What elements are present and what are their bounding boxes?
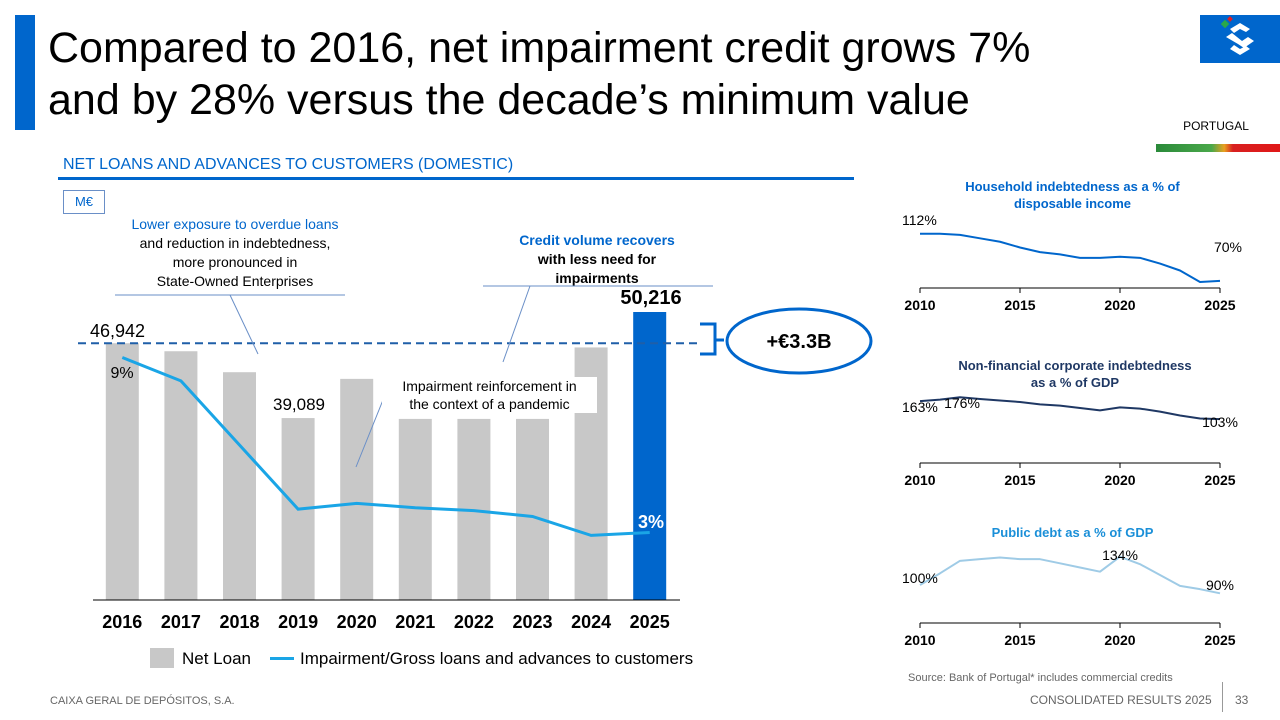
mini-chart-1-title: Household indebtedness as a % of disposa… bbox=[965, 179, 1180, 211]
region-label: PORTUGAL bbox=[1183, 119, 1249, 133]
footer-page-number: 33 bbox=[1235, 693, 1249, 707]
exposure-note-leader bbox=[229, 294, 259, 355]
pandemic-note-line1: Impairment reinforcement in bbox=[402, 378, 577, 394]
mini-chart-public-debt: 2010 2015 2020 2025 100% 134% 90% bbox=[902, 547, 1236, 648]
cgd-logo-graphic bbox=[1200, 15, 1280, 63]
credit-note-line1: Credit volume recovers bbox=[519, 232, 675, 248]
credit-note-line2: with less need for bbox=[537, 251, 657, 267]
section-underline bbox=[58, 177, 854, 180]
pandemic-note-line2: the context of a pandemic bbox=[409, 396, 570, 412]
main-chart: 2016 2017 2018 2019 2020 2021 2022 2023 2024 2025… bbox=[78, 285, 873, 632]
mini2-end-label: 103% bbox=[1202, 414, 1238, 430]
exposure-note-line3: more pronounced in bbox=[172, 254, 298, 270]
mini3-start-label: 100% bbox=[902, 570, 938, 586]
mini3-tick-label-2025: 2025 bbox=[1204, 632, 1235, 648]
x-tick-label-2025: 2025 bbox=[630, 612, 670, 632]
mini3-end-label: 90% bbox=[1206, 577, 1234, 593]
section-heading: NET LOANS AND ADVANCES TO CUSTOMERS (DOM… bbox=[63, 156, 514, 173]
credit-note-leader bbox=[502, 285, 531, 363]
x-tick-label-2016: 2016 bbox=[102, 612, 142, 632]
footer-divider bbox=[1222, 682, 1223, 712]
delta-ellipse bbox=[725, 307, 873, 375]
page-title-line1: Compared to 2016, net impairment credit … bbox=[48, 24, 1031, 72]
flag-bar-graphic bbox=[1156, 144, 1280, 152]
credit-note: Credit volume recovers with less need fo… bbox=[492, 231, 702, 288]
unit-badge: M€ bbox=[63, 190, 105, 214]
x-tick-label-2023: 2023 bbox=[512, 612, 552, 632]
exposure-note-line2: and reduction in indebtedness, bbox=[139, 235, 331, 251]
mini2-peak-label: 176% bbox=[944, 395, 980, 411]
exposure-note-line4: State-Owned Enterprises bbox=[156, 273, 314, 289]
bar-2017 bbox=[164, 351, 198, 600]
bar-2025 bbox=[633, 312, 667, 600]
mini1-tick-label-2015: 2015 bbox=[1004, 297, 1035, 313]
bar-2018 bbox=[223, 372, 256, 600]
x-tick-label-2017: 2017 bbox=[161, 612, 201, 632]
bar-2016 bbox=[105, 343, 139, 600]
mini2-tick-label-2010: 2010 bbox=[904, 472, 935, 488]
portugal-flag-bar bbox=[1156, 139, 1280, 152]
title-accent-bar bbox=[15, 15, 35, 130]
footer-source: Source: Bank of Portugal* includes comme… bbox=[908, 672, 1173, 684]
pandemic-note-leader bbox=[355, 394, 386, 468]
footer-report: CONSOLIDATED RESULTS 2025 bbox=[1030, 693, 1212, 707]
mini-chart-household: 2010 2015 2020 2025 112% 70% bbox=[902, 212, 1242, 313]
exposure-note-line1: Lower exposure to overdue loans bbox=[131, 216, 339, 232]
bar-2019-value-label: 39,089 bbox=[273, 395, 325, 414]
delta-label: +€3.3B bbox=[766, 331, 831, 353]
delta-bracket bbox=[700, 322, 724, 356]
mini-chart-corporate: 2010 2015 2020 2025 163% 176% 103% bbox=[902, 395, 1238, 488]
legend-net-loan-label: Net Loan bbox=[182, 649, 251, 668]
x-tick-label-2022: 2022 bbox=[454, 612, 494, 632]
legend-net-loan-swatch bbox=[150, 648, 174, 668]
page-title-line2: and by 28% versus the decade’s minimum v… bbox=[48, 76, 970, 124]
bar-2023 bbox=[516, 418, 549, 600]
impairment-start-label: 9% bbox=[110, 365, 133, 382]
mini2-tick-label-2020: 2020 bbox=[1104, 472, 1135, 488]
mini2-series-line bbox=[919, 396, 1221, 421]
x-tick-label-2024: 2024 bbox=[571, 612, 611, 632]
mini-chart-3-title: Public debt as a % of GDP bbox=[991, 525, 1154, 540]
legend-impairment-swatch bbox=[270, 657, 294, 660]
mini2-tick-label-2025: 2025 bbox=[1204, 472, 1235, 488]
impairment-series-line bbox=[121, 356, 650, 537]
mini1-start-label: 112% bbox=[902, 212, 937, 228]
x-tick-label-2019: 2019 bbox=[278, 612, 318, 632]
mini1-series-line bbox=[920, 232, 1221, 283]
mini1-tick-label-2010: 2010 bbox=[904, 297, 935, 313]
mini1-tick-label-2020: 2020 bbox=[1104, 297, 1135, 313]
mini3-peak-label: 134% bbox=[1102, 547, 1138, 563]
mini1-tick-label-2025: 2025 bbox=[1204, 297, 1235, 313]
footer-company: CAIXA GERAL DE DEPÓSITOS, S.A. bbox=[50, 695, 235, 707]
mini2-tick-label-2015: 2015 bbox=[1004, 472, 1035, 488]
mini3-tick-label-2020: 2020 bbox=[1104, 632, 1135, 648]
baseline-value-label: 46,942 bbox=[90, 321, 145, 341]
legend-impairment-label: Impairment/Gross loans and advances to c… bbox=[300, 649, 694, 668]
mini2-start-label: 163% bbox=[902, 399, 938, 415]
bar-2025-value-label: 50,216 bbox=[620, 287, 681, 309]
x-tick-label-2021: 2021 bbox=[395, 612, 435, 632]
cgd-logo-icon bbox=[1200, 15, 1280, 63]
page-title: Compared to 2016, net impairment credit … bbox=[48, 22, 1178, 126]
exposure-note: Lower exposure to overdue loans and redu… bbox=[100, 215, 370, 291]
pandemic-note: Impairment reinforcement in the context … bbox=[382, 377, 597, 413]
impairment-end-label: 3% bbox=[638, 512, 664, 532]
mini3-tick-label-2015: 2015 bbox=[1004, 632, 1035, 648]
credit-note-line3: impairments bbox=[555, 270, 639, 286]
mini1-end-label: 70% bbox=[1214, 239, 1242, 255]
x-tick-label-2018: 2018 bbox=[219, 612, 259, 632]
mini-chart-2-title: Non-financial corporate indebtedness as … bbox=[958, 358, 1192, 390]
mini3-tick-label-2010: 2010 bbox=[904, 632, 935, 648]
x-tick-label-2020: 2020 bbox=[337, 612, 377, 632]
mini3-series-line bbox=[919, 555, 1221, 595]
bar-2020 bbox=[340, 378, 374, 600]
